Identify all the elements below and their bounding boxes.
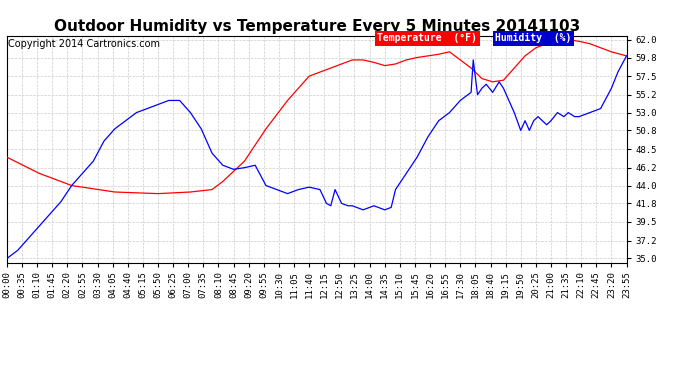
Title: Outdoor Humidity vs Temperature Every 5 Minutes 20141103: Outdoor Humidity vs Temperature Every 5 …: [54, 20, 580, 34]
Text: Humidity  (%): Humidity (%): [495, 33, 571, 44]
Text: Temperature  (°F): Temperature (°F): [377, 33, 477, 44]
Text: Copyright 2014 Cartronics.com: Copyright 2014 Cartronics.com: [8, 39, 160, 50]
